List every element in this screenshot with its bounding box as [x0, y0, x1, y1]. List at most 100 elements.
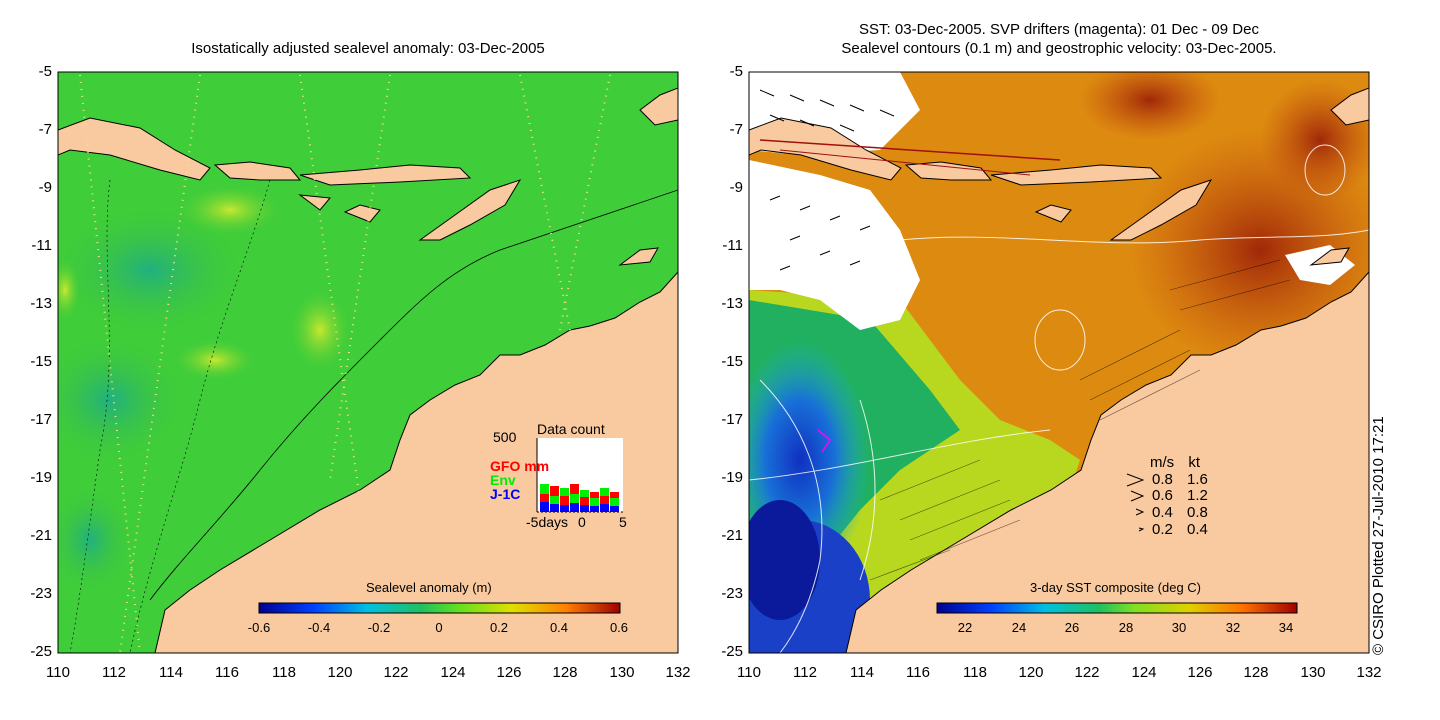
right-x-tick: 118 [963, 664, 987, 681]
data-count-inset [536, 438, 623, 513]
data-count-xlabel-left: -5days [526, 514, 569, 530]
sla-colorbar-tick: 0 [435, 620, 443, 635]
right-y-tick: -13 [721, 295, 743, 312]
left-y-tick: -21 [30, 527, 52, 544]
left-x-tick: 120 [327, 664, 353, 681]
left-y-tick: -5 [38, 63, 52, 80]
left-x-tick: 126 [496, 664, 522, 681]
right-x-tick: 122 [1074, 664, 1100, 681]
sla-colorbar-tick: 0.4 [549, 620, 569, 635]
right-y-tick: -17 [721, 411, 743, 428]
right-y-tick: -9 [729, 179, 743, 196]
right-x-tick: 130 [1300, 664, 1326, 681]
sla-colorbar-title: Sealevel anomaly (m) [366, 580, 492, 595]
sla-colorbar-tick: 0.6 [609, 620, 629, 635]
left-x-tick: 110 [46, 664, 70, 681]
left-y-tick: -15 [30, 353, 52, 370]
sst-colorbar-tick: 34 [1278, 620, 1294, 635]
data-count-xlabel-mid: 0 [578, 514, 586, 530]
data-count-title: Data count [537, 421, 605, 437]
sst-colorbar [936, 602, 1298, 614]
sla-colorbar-tick: -0.2 [367, 620, 391, 635]
velocity-kt: 1.6 [1187, 471, 1208, 488]
velocity-ms: 0.2 [1152, 521, 1173, 538]
right-x-tick: 110 [737, 664, 761, 681]
right-y-tick: -21 [721, 527, 743, 544]
left-y-tick: -17 [30, 411, 52, 428]
sst-colorbar-tick: 26 [1064, 620, 1080, 635]
left-y-tick: -19 [30, 469, 52, 486]
left-x-tick: 114 [159, 664, 183, 681]
left-x-tick: 130 [609, 664, 635, 681]
left-y-tick: -23 [30, 585, 52, 602]
velocity-legend-row: 0.2 0.4 [1152, 521, 1208, 538]
right-x-tick: 120 [1018, 664, 1044, 681]
data-count-bars [540, 484, 619, 512]
sla-colorbar-tick: -0.6 [247, 620, 271, 635]
australia-landmass-sst [845, 271, 1369, 653]
left-y-tick: -11 [31, 237, 52, 254]
velocity-legend-row: 0.8 1.6 [1152, 471, 1208, 488]
velocity-legend-arrows [1126, 473, 1145, 532]
right-y-tick: -15 [721, 353, 743, 370]
sst-colorbar-tick: 24 [1011, 620, 1027, 635]
sst-colorbar-title: 3-day SST composite (deg C) [1030, 580, 1201, 595]
right-x-tick: 112 [793, 664, 817, 681]
gfo-unit: mm [524, 458, 550, 474]
right-x-tick: 116 [906, 664, 930, 681]
velocity-ms: 0.8 [1152, 471, 1173, 488]
velocity-kt: 1.2 [1187, 487, 1208, 504]
data-count-xlabel-right: 5 [619, 514, 627, 530]
data-count-series-j1c: J-1C [490, 486, 521, 502]
sla-colorbar-tick: -0.4 [307, 620, 331, 635]
sst-colorbar-tick: 32 [1225, 620, 1241, 635]
velocity-legend-row: 0.6 1.2 [1152, 487, 1208, 504]
left-panel-title: Isostatically adjusted sealevel anomaly:… [191, 40, 545, 57]
left-x-tick: 124 [440, 664, 466, 681]
right-panel-title-line1: SST: 03-Dec-2005. SVP drifters (magenta)… [859, 21, 1259, 38]
sla-map [58, 72, 678, 653]
right-panel-title-line2: Sealevel contours (0.1 m) and geostrophi… [841, 40, 1277, 57]
plot-credit: © CSIRO Plotted 27-Jul-2010 17:21 [1370, 416, 1387, 655]
sst-colorbar-tick: 28 [1118, 620, 1134, 635]
velocity-legend-kt-header: kt [1188, 454, 1201, 471]
left-x-tick: 118 [272, 664, 296, 681]
right-y-tick: -11 [722, 237, 743, 254]
right-y-tick: -5 [729, 63, 743, 80]
left-y-tick: -9 [38, 179, 52, 196]
left-y-tick: -25 [30, 643, 52, 660]
left-y-tick: -13 [30, 295, 52, 312]
right-y-tick: -23 [721, 585, 743, 602]
left-x-tick: 112 [102, 664, 126, 681]
left-x-tick: 122 [383, 664, 409, 681]
gfo-label: GFO [490, 458, 521, 474]
right-x-tick: 132 [1356, 664, 1382, 681]
australia-landmass [154, 271, 678, 653]
right-y-tick: -25 [721, 643, 743, 660]
left-x-tick: 132 [665, 664, 691, 681]
right-x-tick: 124 [1131, 664, 1157, 681]
right-x-tick: 126 [1187, 664, 1213, 681]
sla-colorbar-tick: 0.2 [489, 620, 509, 635]
sst-colorbar-tick: 30 [1171, 620, 1187, 635]
velocity-legend-header: m/s kt [1150, 454, 1200, 471]
right-y-tick: -7 [729, 121, 743, 138]
left-x-tick: 128 [552, 664, 578, 681]
velocity-kt: 0.8 [1187, 504, 1208, 521]
velocity-ms: 0.6 [1152, 487, 1173, 504]
velocity-legend-ms-header: m/s [1150, 454, 1175, 471]
velocity-legend-row: 0.4 0.8 [1152, 504, 1208, 521]
sla-colorbar [258, 602, 621, 614]
sst-colorbar-tick: 22 [957, 620, 973, 635]
velocity-ms: 0.4 [1152, 504, 1173, 521]
right-x-tick: 128 [1243, 664, 1269, 681]
right-y-tick: -19 [721, 469, 743, 486]
data-count-series-gfo: GFO mm [490, 458, 549, 474]
left-x-tick: 116 [215, 664, 239, 681]
left-y-tick: -7 [38, 121, 52, 138]
sst-map [749, 72, 1369, 653]
data-count-series-env: Env [490, 472, 516, 488]
right-x-tick: 114 [850, 664, 874, 681]
data-count-max: 500 [493, 429, 517, 445]
